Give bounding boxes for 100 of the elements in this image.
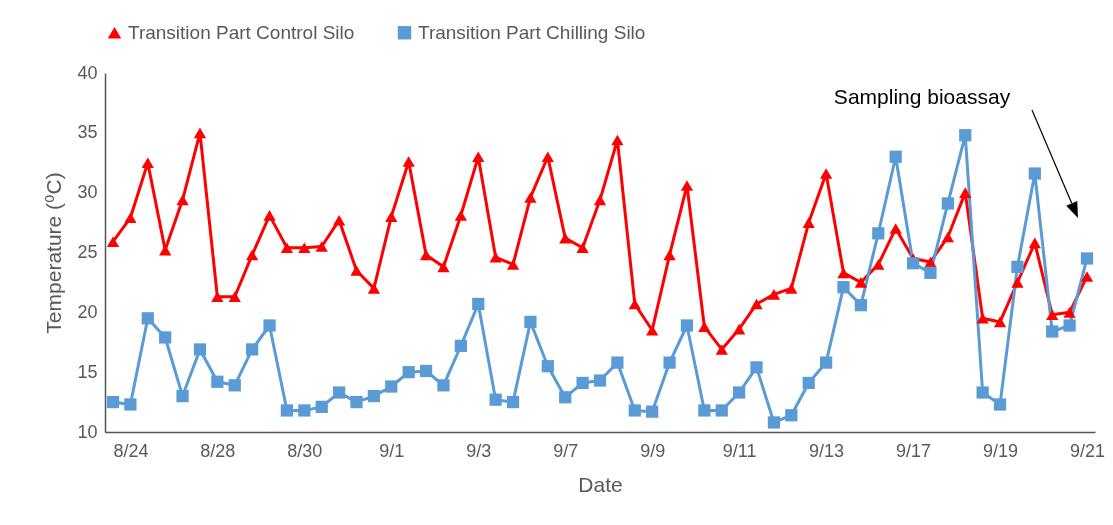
point — [767, 416, 781, 429]
point — [993, 316, 1007, 328]
point — [1028, 167, 1041, 180]
point — [228, 379, 241, 392]
point — [541, 360, 554, 373]
y-tick-label: 35 — [77, 122, 98, 143]
x-tick-label: 9/3 — [466, 440, 492, 461]
point — [280, 404, 294, 417]
point — [506, 259, 520, 270]
point — [767, 289, 781, 300]
x-tick-label: 8/28 — [200, 440, 236, 461]
point — [1046, 325, 1059, 338]
point — [106, 236, 120, 248]
point — [646, 324, 659, 336]
y-tick-label: 30 — [77, 182, 98, 203]
point — [941, 231, 954, 243]
y-tick-label: 40 — [77, 62, 98, 83]
point — [680, 180, 694, 191]
point — [715, 344, 728, 355]
point — [646, 405, 659, 418]
point — [959, 187, 972, 198]
point — [872, 259, 885, 270]
point — [1028, 237, 1041, 249]
point — [315, 400, 328, 413]
y-tick-label: 20 — [77, 301, 98, 322]
point — [593, 374, 607, 387]
point — [141, 157, 154, 169]
point — [924, 266, 937, 279]
point — [680, 319, 694, 332]
point — [628, 298, 641, 310]
point — [332, 386, 346, 399]
point — [367, 389, 381, 403]
y-axis-title: Temperature (⁰C) — [42, 172, 66, 334]
x-tick-label: 8/24 — [113, 440, 149, 461]
point — [211, 375, 224, 388]
point — [454, 339, 467, 352]
point — [941, 197, 954, 210]
point — [193, 343, 207, 356]
point — [993, 398, 1007, 411]
point — [1080, 252, 1094, 265]
point — [541, 151, 554, 163]
point — [733, 323, 746, 335]
point — [315, 241, 328, 252]
point — [576, 376, 589, 390]
x-tick-label: 9/1 — [379, 440, 405, 461]
point — [350, 395, 363, 409]
x-tick-label: 9/17 — [896, 440, 932, 461]
point — [419, 364, 433, 378]
point — [819, 168, 833, 179]
point — [176, 389, 189, 403]
point — [872, 227, 885, 240]
point — [228, 291, 241, 303]
point — [559, 391, 572, 404]
point — [419, 249, 433, 261]
legend-label: Transition Part Control Silo — [128, 21, 355, 43]
point — [246, 249, 259, 261]
point — [193, 127, 207, 139]
x-tick-label: 9/13 — [809, 440, 845, 461]
point — [246, 343, 259, 356]
x-tick-label: 8/30 — [287, 440, 323, 461]
point — [593, 194, 607, 206]
point — [837, 281, 850, 294]
point — [1011, 260, 1024, 273]
point — [472, 297, 485, 311]
point — [854, 299, 868, 312]
point — [524, 315, 537, 329]
y-tick-label: 25 — [77, 242, 98, 262]
point — [802, 376, 815, 390]
point — [402, 366, 415, 379]
point — [472, 151, 485, 163]
point — [141, 312, 154, 325]
x-tick-label: 9/7 — [553, 440, 579, 461]
point — [559, 232, 572, 244]
point — [1080, 271, 1094, 282]
point — [906, 257, 920, 270]
x-axis-title: Date — [578, 472, 623, 496]
point — [785, 409, 798, 422]
x-tick-label: 9/21 — [1069, 440, 1106, 461]
x-tick-label: 9/11 — [722, 440, 757, 461]
point — [854, 277, 868, 288]
point — [733, 386, 746, 399]
y-tick-label: 15 — [77, 361, 98, 382]
point — [385, 380, 398, 393]
point — [280, 242, 294, 254]
point — [159, 331, 172, 344]
x-tick-label: 9/9 — [640, 440, 666, 461]
point — [889, 150, 902, 163]
point — [506, 395, 520, 409]
annotation: Sampling bioassay — [833, 85, 1011, 108]
point — [819, 356, 833, 369]
point — [367, 283, 381, 294]
y-tick-label: 10 — [77, 421, 98, 442]
point — [332, 214, 346, 226]
legend-label: Transition Part Chilling Silo — [418, 21, 646, 43]
point — [715, 404, 728, 417]
point — [454, 210, 467, 221]
point — [628, 404, 641, 417]
point — [959, 129, 972, 142]
point — [106, 395, 120, 409]
point — [1046, 309, 1059, 321]
